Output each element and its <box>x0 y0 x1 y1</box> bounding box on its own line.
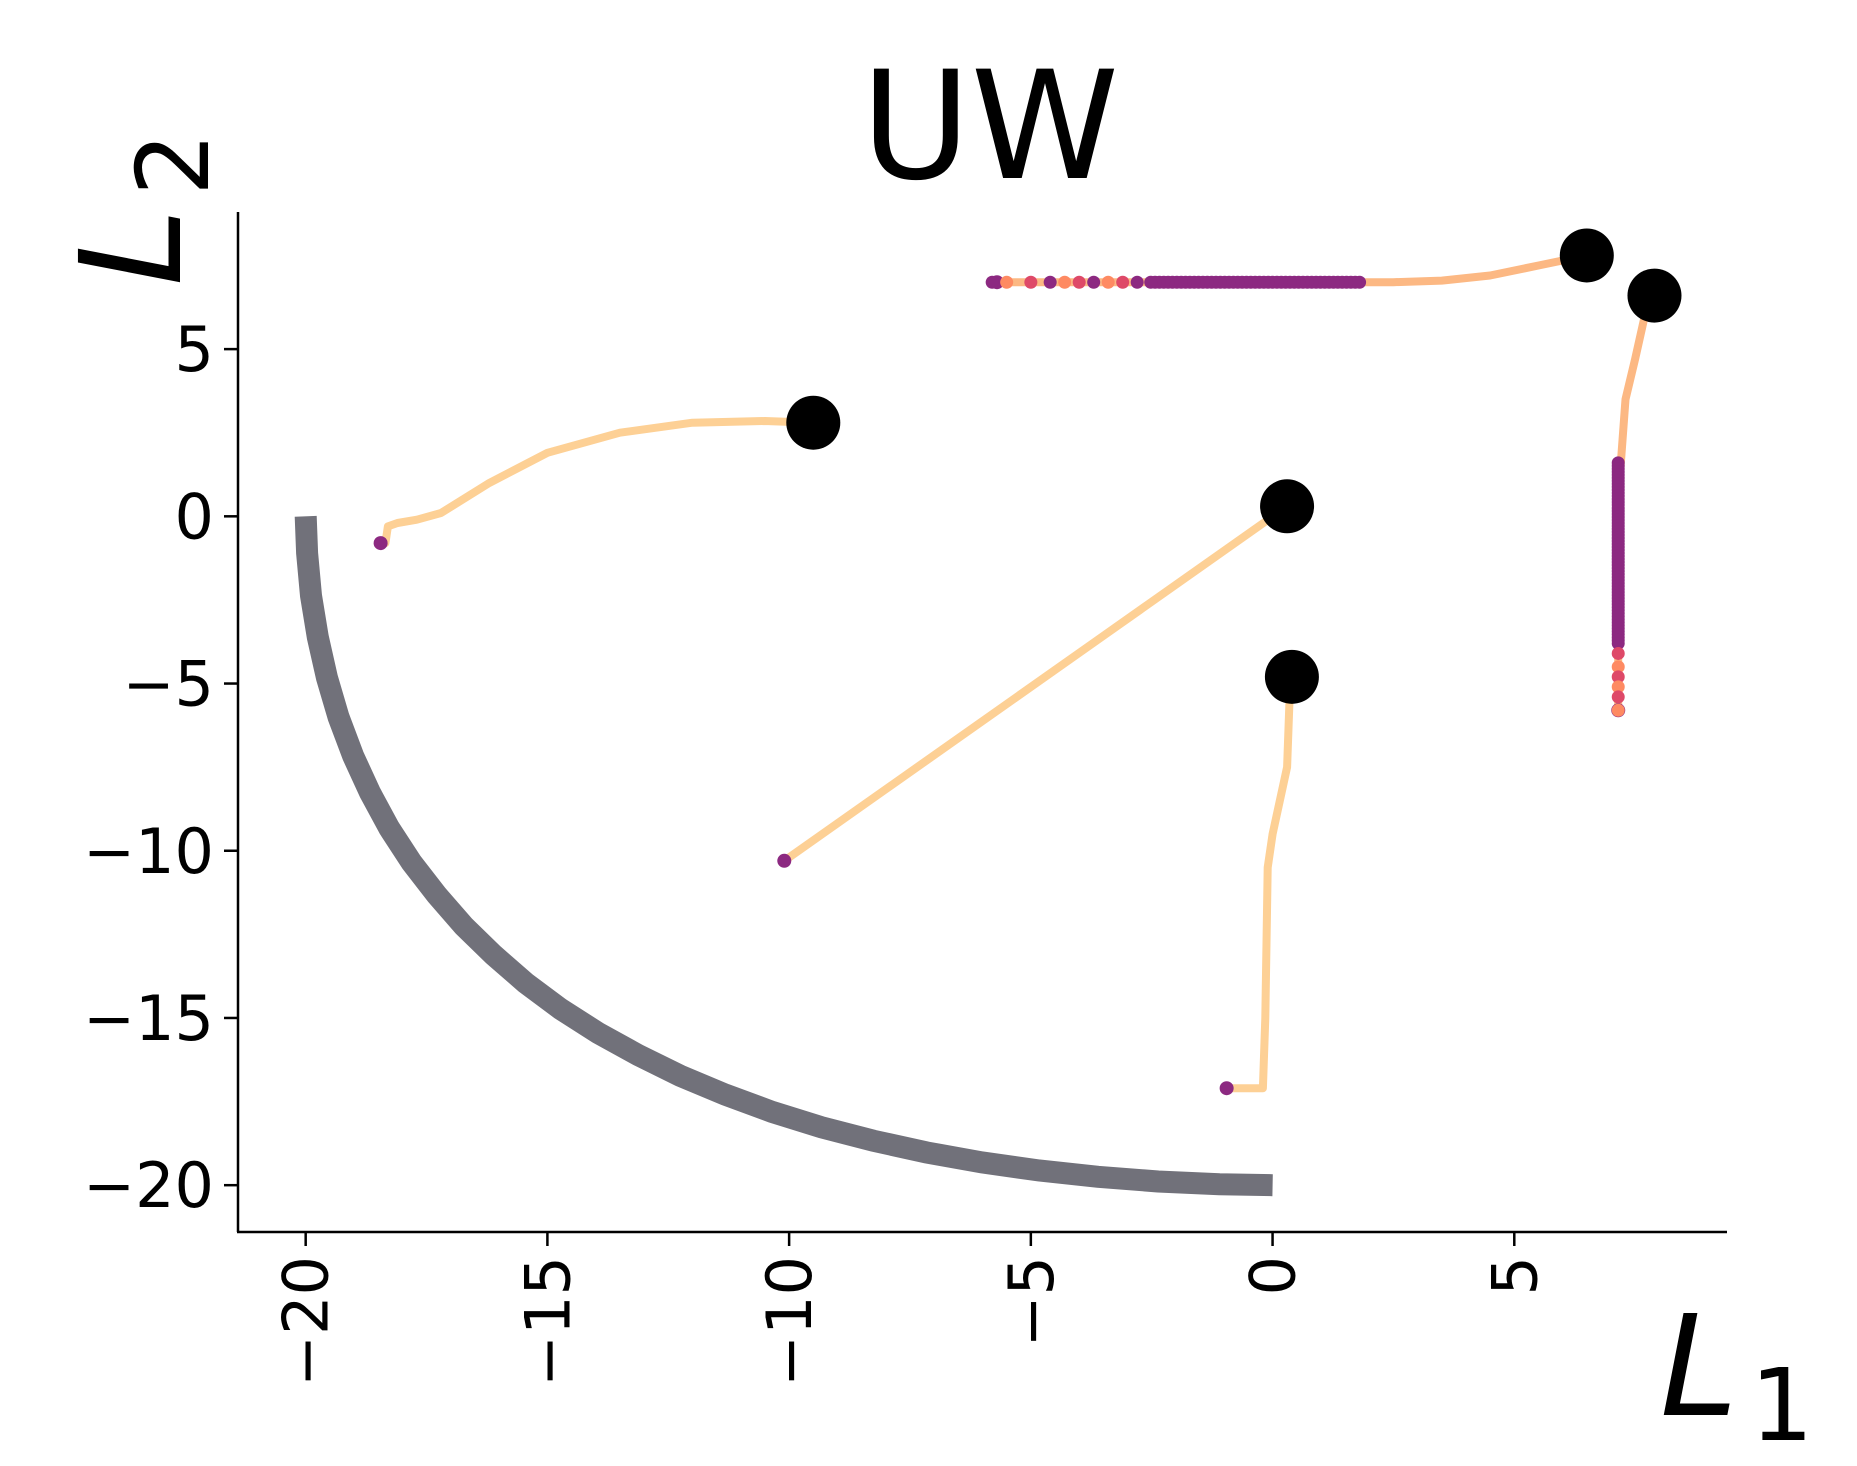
pareto-front-layer <box>294 515 1273 1197</box>
trajectory-4-dot <box>1043 275 1057 289</box>
dot-layer <box>373 275 1626 1096</box>
trajectory-4-dot <box>1072 275 1086 289</box>
x-tick-label: 0 <box>1237 1256 1310 1295</box>
trajectory-5-dot <box>1611 660 1625 674</box>
trajectory-5-dot <box>1611 690 1625 704</box>
y-axis-label: L 2 <box>51 132 232 286</box>
trajectory-layer <box>376 251 1659 1093</box>
x-tick-label: −20 <box>270 1256 343 1387</box>
trajectory-start-point-2 <box>1260 479 1315 534</box>
y-tick-label: −5 <box>123 648 214 721</box>
x-ticks: −20 −15 −10 −5 0 5 <box>270 1232 1551 1387</box>
trajectory-4-dot <box>1087 275 1101 289</box>
axes: −20 −15 −10 −5 0 5 5 0 −5 −10 −15 −20 <box>83 212 1727 1387</box>
trajectory-5-dot <box>1611 670 1625 684</box>
y-tick-label: 0 <box>175 480 214 553</box>
x-tick-label: −5 <box>995 1256 1068 1347</box>
trajectory-path-1 <box>376 417 818 548</box>
trajectory-5-dot <box>1611 646 1625 660</box>
trajectory-4-dot <box>985 275 999 289</box>
y-tick-label: −15 <box>83 982 214 1055</box>
plot-area <box>294 228 1682 1197</box>
trajectory-start-point-5 <box>1627 268 1682 323</box>
chart-title: UW <box>861 40 1119 214</box>
trajectory-start-point-4 <box>1559 228 1614 283</box>
pareto-front-curve <box>294 515 1273 1197</box>
x-tick-label: 5 <box>1478 1256 1551 1295</box>
x-axis-label-main: L <box>1660 1286 1738 1449</box>
y-tick-label: 5 <box>175 313 214 386</box>
y-axis-label-subscript: 2 <box>115 132 232 196</box>
trajectory-5-dot <box>1611 703 1625 717</box>
trajectory-5-dot <box>1611 680 1625 694</box>
trajectory-start-point-1 <box>786 395 841 450</box>
trajectory-4-dot <box>1000 275 1014 289</box>
trajectory-4-dot <box>1130 275 1144 289</box>
x-tick-label: −10 <box>753 1256 826 1387</box>
x-axis-label: L 1 <box>1660 1286 1814 1464</box>
trajectory-end-dot-2 <box>777 853 792 868</box>
trajectory-path-2 <box>780 502 1292 865</box>
y-tick-label: −20 <box>83 1149 214 1222</box>
trajectory-4-dot <box>1116 275 1130 289</box>
trajectory-4-dot <box>1101 275 1115 289</box>
y-tick-label: −10 <box>83 815 214 888</box>
trajectory-5-dot <box>1611 636 1625 650</box>
trajectory-4-dot <box>1144 275 1158 289</box>
y-axis-label-main: L <box>51 208 214 286</box>
trajectory-path-3 <box>1222 672 1296 1093</box>
x-tick-label: −15 <box>511 1256 584 1387</box>
trajectory-4-dot <box>1058 275 1072 289</box>
trajectory-start-point-3 <box>1264 649 1319 704</box>
x-axis-label-subscript: 1 <box>1750 1347 1814 1464</box>
y-ticks: 5 0 −5 −10 −15 −20 <box>83 313 238 1222</box>
trajectory-end-dot-1 <box>373 536 388 551</box>
start-point-layer <box>786 228 1682 704</box>
trajectory-end-dot-3 <box>1219 1081 1234 1096</box>
trajectory-4-dot <box>1024 275 1038 289</box>
